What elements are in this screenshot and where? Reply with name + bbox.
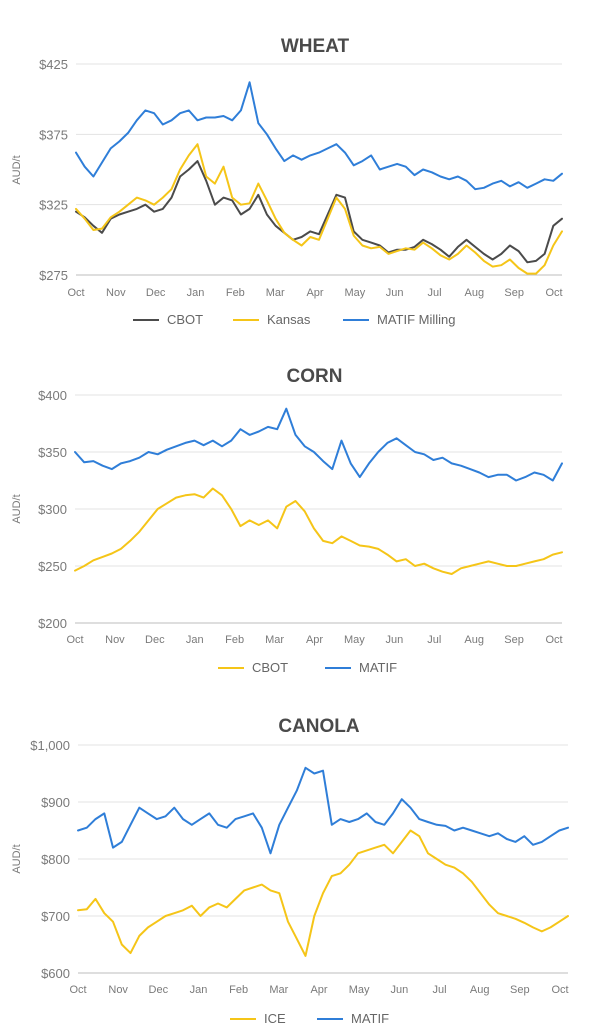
corn-x-tick-label: Nov (105, 634, 125, 646)
canola-chart: CANOLA $600 $700 $800 $900 $1,000 AUD/t Oct Nov D… (11, 716, 569, 1026)
wheat-legend-label: CBOT (167, 312, 203, 327)
wheat-x-tick-label: Sep (504, 287, 524, 299)
canola-x-tick-label: Oct (551, 984, 568, 996)
wheat-chart: WHEAT $275 $325 $375 $425 AUD/t Oct Nov Dec Jan Fe… (11, 36, 563, 327)
wheat-x-tick-label: Oct (67, 287, 84, 299)
canola-x-tick-label: May (349, 984, 370, 996)
canola-x-tick-label: Jul (432, 984, 446, 996)
corn-x-tick-label: Sep (504, 634, 524, 646)
canola-y-tick-label: $800 (41, 852, 70, 867)
corn-legend-label: CBOT (252, 660, 288, 675)
canola-x-tick-label: Sep (510, 984, 530, 996)
corn-x-tick-label: Jun (385, 634, 403, 646)
canola-series-ice-line (77, 829, 569, 957)
wheat-x-tick-label: Feb (226, 287, 245, 299)
corn-chart: CORN $200 $250 $300 $350 $400 AUD/t Oct Nov Dec Ja… (11, 366, 563, 675)
canola-x-tick-label: Oct (69, 984, 86, 996)
corn-series-matif-line (74, 407, 563, 482)
canola-x-tick-label: Jun (390, 984, 408, 996)
wheat-chart-title: WHEAT (281, 36, 350, 57)
corn-y-tick-label: $350 (38, 445, 67, 460)
wheat-y-tick-label: $325 (39, 198, 68, 213)
canola-x-tick-label: Mar (269, 984, 288, 996)
canola-y-tick-label: $700 (41, 909, 70, 924)
corn-x-tick-label: Feb (225, 634, 244, 646)
wheat-legend-label: Kansas (267, 312, 311, 327)
wheat-series-kansas-line (75, 143, 563, 275)
corn-x-tick-label: Apr (306, 634, 323, 646)
wheat-x-tick-label: Apr (306, 287, 323, 299)
wheat-legend-label: MATIF Milling (377, 312, 455, 327)
canola-x-tick-label: Apr (310, 984, 327, 996)
corn-x-tick-label: Oct (66, 634, 83, 646)
wheat-x-tick-label: Jun (386, 287, 404, 299)
corn-y-tick-label: $250 (38, 559, 67, 574)
corn-x-tick-label: Oct (545, 634, 562, 646)
corn-legend-label: MATIF (359, 660, 397, 675)
wheat-x-tick-label: Jul (427, 287, 441, 299)
corn-x-tick-label: Jul (427, 634, 441, 646)
wheat-y-tick-label: $375 (39, 127, 68, 142)
corn-x-tick-label: Dec (145, 634, 165, 646)
canola-legend-label: ICE (264, 1011, 286, 1026)
wheat-y-axis-label: AUD/t (11, 155, 23, 184)
wheat-series-matif-milling-line (75, 81, 563, 191)
wheat-x-tick-label: Oct (545, 287, 562, 299)
canola-x-tick-label: Feb (229, 984, 248, 996)
wheat-x-tick-label: May (344, 287, 365, 299)
corn-series-cbot-line (74, 487, 563, 575)
canola-legend-label: MATIF (351, 1011, 389, 1026)
canola-y-axis-label: AUD/t (11, 844, 23, 873)
corn-x-tick-label: May (344, 634, 365, 646)
corn-x-tick-label: Aug (464, 634, 484, 646)
wheat-x-tick-label: Mar (266, 287, 285, 299)
wheat-x-tick-label: Nov (106, 287, 126, 299)
canola-series-matif-line (77, 766, 569, 855)
wheat-series-cbot-line (75, 160, 563, 264)
canola-y-tick-label: $600 (41, 966, 70, 981)
corn-x-tick-label: Mar (265, 634, 284, 646)
wheat-y-tick-label: $275 (39, 268, 68, 283)
canola-y-tick-label: $1,000 (30, 738, 70, 753)
canola-x-tick-label: Dec (149, 984, 169, 996)
canola-x-tick-label: Aug (470, 984, 490, 996)
wheat-y-tick-label: $425 (39, 57, 68, 72)
canola-x-tick-label: Jan (190, 984, 208, 996)
corn-y-tick-label: $200 (38, 616, 67, 631)
wheat-x-tick-label: Dec (146, 287, 166, 299)
wheat-x-tick-label: Aug (465, 287, 485, 299)
corn-x-tick-label: Jan (186, 634, 204, 646)
canola-x-tick-label: Nov (108, 984, 128, 996)
corn-chart-title: CORN (287, 366, 343, 387)
canola-y-tick-label: $900 (41, 795, 70, 810)
wheat-x-tick-label: Jan (187, 287, 205, 299)
canola-chart-title: CANOLA (278, 716, 360, 737)
corn-y-tick-label: $400 (38, 388, 67, 403)
corn-y-tick-label: $300 (38, 502, 67, 517)
corn-y-axis-label: AUD/t (11, 494, 23, 523)
